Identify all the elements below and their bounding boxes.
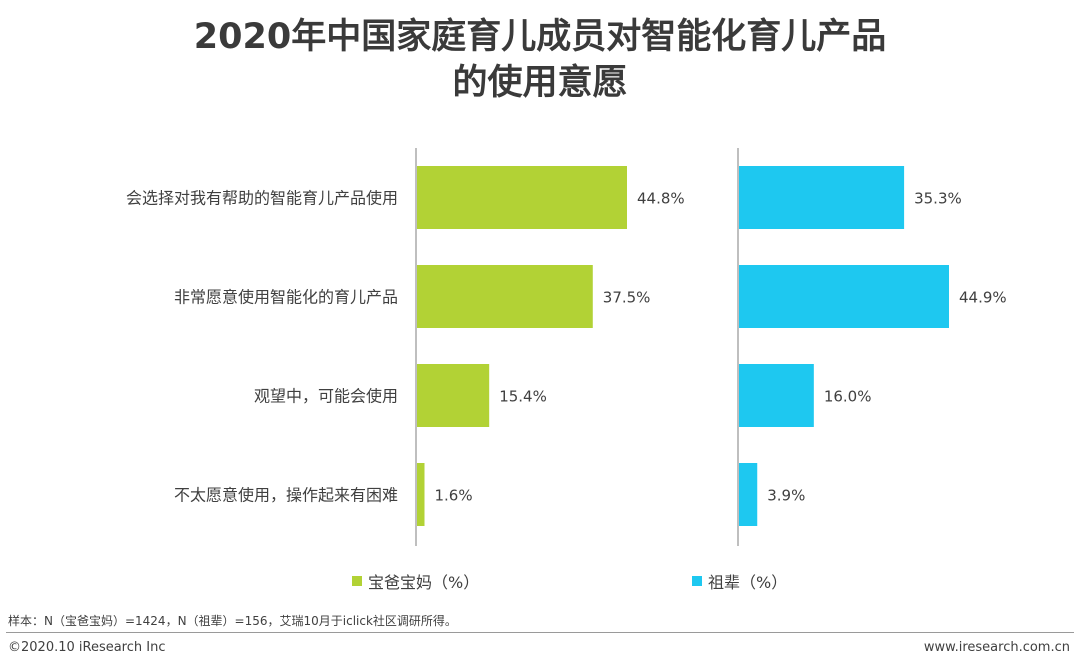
- data-label-grandparents: 44.9%: [959, 289, 1007, 307]
- data-label-grandparents: 3.9%: [767, 487, 805, 505]
- legend-item-grandparents: 祖辈（%）: [692, 569, 787, 593]
- data-label-parents: 1.6%: [435, 487, 473, 505]
- bar-parents: [417, 265, 593, 328]
- data-label-parents: 15.4%: [499, 388, 547, 406]
- legend-item-parents: 宝爸宝妈（%）: [352, 569, 479, 593]
- category-label: 非常愿意使用智能化的育儿产品: [174, 288, 398, 307]
- copyright-text: ©2020.10 iResearch Inc: [8, 640, 166, 655]
- data-label-parents: 37.5%: [603, 289, 651, 307]
- bar-grandparents: [739, 166, 905, 229]
- bar-parents: [417, 364, 490, 427]
- bar-grandparents: [739, 463, 758, 526]
- bar-parents: [417, 166, 627, 229]
- legend-swatch-grandparents: [692, 576, 702, 586]
- legend-swatch-parents: [352, 576, 362, 586]
- legend-label-parents: 宝爸宝妈（%）: [368, 573, 480, 592]
- footer-divider: [6, 632, 1074, 633]
- data-label-grandparents: 16.0%: [824, 388, 872, 406]
- legend-label-grandparents: 祖辈（%）: [708, 573, 788, 592]
- data-label-grandparents: 35.3%: [914, 190, 962, 208]
- website-text: www.iresearch.com.cn: [923, 640, 1070, 655]
- bar-grandparents: [739, 265, 949, 328]
- category-label: 不太愿意使用，操作起来有困难: [174, 486, 398, 505]
- bar-grandparents: [739, 364, 814, 427]
- data-label-parents: 44.8%: [637, 190, 685, 208]
- bar-parents: [417, 463, 425, 526]
- category-label: 会选择对我有帮助的智能育儿产品使用: [126, 189, 398, 208]
- sample-footnote: 样本：N（宝爸宝妈）=1424，N（祖辈）=156，艾瑞10月于iclick社区…: [8, 614, 457, 628]
- chart-title-line-1: 2020年中国家庭育儿成员对智能化育儿产品: [193, 17, 887, 57]
- bar-chart: 会选择对我有帮助的智能育儿产品使用 44.8% 35.3% 非常愿意使用智能化的育儿产…: [126, 148, 1007, 546]
- chart-title-line-2: 的使用意愿: [452, 63, 628, 103]
- category-label: 观望中，可能会使用: [254, 387, 398, 406]
